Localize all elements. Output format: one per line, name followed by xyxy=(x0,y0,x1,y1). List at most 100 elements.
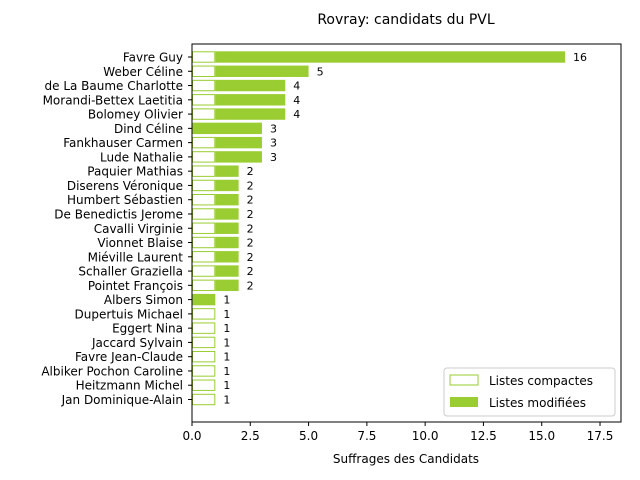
x-tick-label: 2.5 xyxy=(241,429,260,443)
bar-modifiees xyxy=(215,79,286,92)
data-label: 2 xyxy=(247,179,254,192)
legend-box xyxy=(443,367,616,417)
y-tick-label: Weber Céline xyxy=(103,65,183,79)
data-label: 1 xyxy=(223,351,230,364)
bar-modifiees xyxy=(215,179,239,192)
x-tick-label: 5.0 xyxy=(299,429,318,443)
plot-frame xyxy=(191,43,622,423)
y-tick-label: Bolomey Olivier xyxy=(88,108,183,122)
bar-modifiees xyxy=(215,51,566,63)
bar-compactes xyxy=(192,208,216,220)
y-tick-label: Humbert Sébastien xyxy=(67,193,183,207)
y-tick-label: Jan Dominique-Alain xyxy=(61,393,183,407)
legend-label-modifiees: Listes modifiées xyxy=(489,396,586,410)
bar-modifiees xyxy=(215,222,239,234)
bar-modifiees xyxy=(192,122,262,135)
legend-swatch-modifiees xyxy=(450,397,478,407)
data-label: 1 xyxy=(223,322,230,335)
data-label: 2 xyxy=(247,165,254,178)
bar-compactes xyxy=(192,51,216,63)
x-tick-label: 10.0 xyxy=(412,429,439,443)
bar-compactes xyxy=(192,194,216,206)
bar-compactes xyxy=(192,165,216,177)
bar-modifiees xyxy=(215,136,262,149)
bar-compactes xyxy=(192,279,216,292)
y-tick-label: Dupertuis Michael xyxy=(75,307,183,321)
y-tick-label: Cavalli Virginie xyxy=(94,222,183,236)
data-label: 2 xyxy=(247,251,254,264)
bar-modifiees xyxy=(215,251,239,263)
bar-compactes xyxy=(192,251,216,263)
bar-compactes xyxy=(192,151,216,163)
bar-modifiees xyxy=(215,208,239,220)
x-tick-label: 7.5 xyxy=(357,429,376,443)
bar-modifiees xyxy=(192,293,216,306)
bar-compactes xyxy=(192,365,216,377)
data-label: 3 xyxy=(270,137,277,150)
chart-title: Rovray: candidats du PVL xyxy=(317,12,495,28)
data-label: 16 xyxy=(573,51,587,64)
data-label: 1 xyxy=(223,294,230,307)
bar-compactes xyxy=(192,322,216,334)
y-tick-label: Favre Guy xyxy=(123,51,183,65)
x-tick-label: 0.0 xyxy=(182,429,201,443)
y-tick-label: Pointet François xyxy=(88,279,183,293)
data-label: 4 xyxy=(293,94,300,107)
data-label: 2 xyxy=(247,237,254,250)
y-tick-label: Vionnet Blaise xyxy=(97,236,183,250)
bar-compactes xyxy=(192,79,216,92)
bar-compactes xyxy=(192,65,216,77)
y-tick-label: Albers Simon xyxy=(104,293,183,307)
y-tick-label: De Benedictis Jerome xyxy=(54,207,183,221)
y-tick-label: Jaccard Sylvain xyxy=(91,336,183,350)
bar-modifiees xyxy=(215,236,239,249)
y-tick-label: Paquier Mathias xyxy=(87,165,183,179)
data-label: 4 xyxy=(293,80,300,93)
data-label: 1 xyxy=(223,308,230,321)
x-axis-label: Suffrages des Candidats xyxy=(333,452,479,466)
data-label: 2 xyxy=(247,194,254,207)
x-tick-label: 17.5 xyxy=(587,429,614,443)
y-tick-label: Heitzmann Michel xyxy=(76,379,183,393)
y-tick-label: Eggert Nina xyxy=(112,322,183,336)
bar-modifiees xyxy=(215,194,239,206)
x-tick-label: 15.0 xyxy=(528,429,555,443)
data-label: 1 xyxy=(223,365,230,378)
data-label: 4 xyxy=(293,108,300,121)
bar-compactes xyxy=(192,94,216,106)
bar-compactes xyxy=(192,222,216,234)
bar-compactes xyxy=(192,336,216,349)
bar-compactes xyxy=(192,308,216,320)
bar-modifiees xyxy=(215,151,262,163)
bar-modifiees xyxy=(215,165,239,177)
y-tick-label: Miéville Laurent xyxy=(88,250,184,264)
data-label: 3 xyxy=(270,151,277,164)
y-tick-label: Schaller Graziella xyxy=(78,265,183,279)
y-tick-label: Morandi-Bettex Laetitia xyxy=(43,93,183,107)
bar-compactes xyxy=(192,265,216,277)
data-label: 2 xyxy=(247,265,254,278)
bar-modifiees xyxy=(215,94,286,106)
bar-compactes xyxy=(192,236,216,249)
y-tick-label: Dind Céline xyxy=(114,122,183,136)
legend-swatch-compactes xyxy=(449,374,479,386)
x-tick-label: 12.5 xyxy=(470,429,497,443)
bar-compactes xyxy=(192,350,216,363)
bar-modifiees xyxy=(215,265,239,277)
bar-compactes xyxy=(192,179,216,192)
y-tick-label: Diserens Véronique xyxy=(67,179,183,193)
y-tick-label: Lude Nathalie xyxy=(100,150,183,164)
data-label: 2 xyxy=(247,279,254,292)
bar-compactes xyxy=(192,393,216,406)
y-tick-label: de La Baume Charlotte xyxy=(45,79,184,93)
bar-modifiees xyxy=(215,65,309,77)
bar-modifiees xyxy=(215,279,239,292)
bar-compactes xyxy=(192,379,216,391)
data-label: 5 xyxy=(317,65,324,78)
x-axis: 0.0 2.5 5.0 7.5 10.0 12.5 15.0 17.5 xyxy=(182,422,613,443)
data-label: 2 xyxy=(247,208,254,221)
bar-compactes xyxy=(192,108,216,120)
